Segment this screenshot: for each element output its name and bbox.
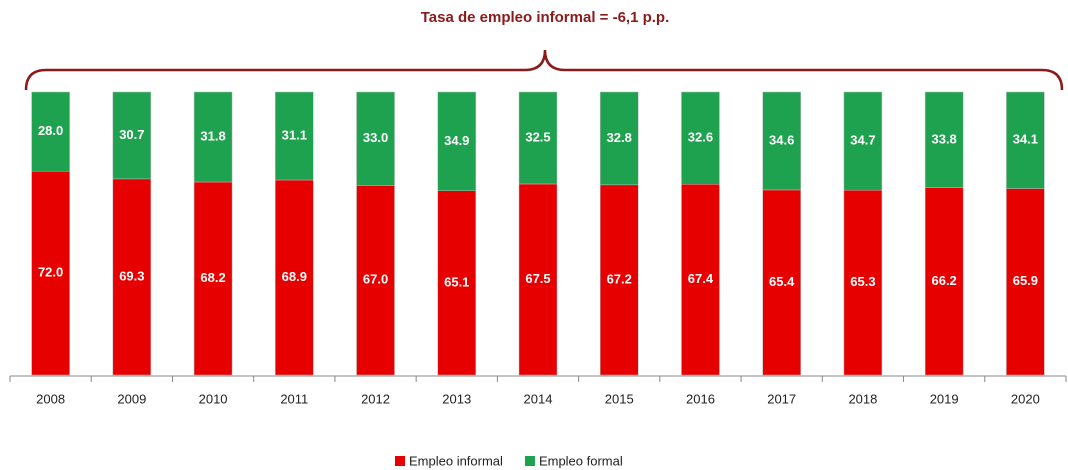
value-label: 34.1 (1013, 132, 1038, 147)
x-tick-label: 2019 (930, 391, 959, 406)
bar-segment (193, 181, 233, 376)
bar-segment (31, 91, 70, 172)
bar-segment (518, 91, 558, 185)
value-label: 67.5 (525, 271, 550, 286)
bar-segment (437, 91, 477, 192)
x-tick-label: 2008 (36, 391, 65, 406)
bar-segment (681, 91, 720, 185)
bar-segment (356, 185, 395, 376)
value-label: 65.4 (769, 274, 795, 289)
x-tick-label: 2009 (117, 391, 146, 406)
bar-segment (1006, 91, 1045, 189)
x-tick-label: 2016 (686, 391, 715, 406)
value-label: 31.8 (200, 128, 225, 143)
legend-label: Empleo formal (539, 453, 623, 468)
value-label: 67.4 (688, 271, 714, 286)
x-tick-label: 2011 (280, 391, 308, 406)
value-label: 34.6 (769, 132, 794, 147)
bar-segment (112, 178, 152, 376)
value-label: 32.5 (525, 129, 550, 144)
x-tick-label: 2017 (767, 391, 796, 406)
bar-segment (599, 184, 639, 376)
legend-swatch (524, 456, 535, 466)
x-tick-label: 2018 (848, 391, 877, 406)
bar-segment (843, 91, 883, 191)
bar-segment (924, 91, 964, 188)
value-label: 68.9 (282, 269, 307, 284)
value-label: 65.9 (1013, 273, 1038, 288)
annotation: Tasa de empleo informal = -6,1 p.p. (421, 9, 670, 26)
value-label: 72.0 (38, 265, 63, 280)
value-label: 32.6 (688, 130, 713, 145)
bar-segment (599, 91, 639, 186)
bar-segment (924, 187, 964, 376)
bar-segment (112, 91, 152, 180)
bar-segment (1006, 188, 1045, 376)
x-tick-label: 2015 (605, 391, 634, 406)
value-label: 34.9 (444, 133, 469, 148)
x-tick-label: 2012 (361, 391, 390, 406)
bar-segment (518, 183, 558, 376)
value-label: 33.8 (931, 131, 956, 146)
legend-label: Empleo informal (409, 453, 503, 468)
x-tick-label: 2010 (199, 391, 228, 406)
value-label: 69.3 (119, 268, 144, 283)
x-tick-label: 2013 (442, 391, 471, 406)
value-label: 31.1 (282, 127, 307, 142)
bar-segment (437, 190, 477, 376)
value-label: 68.2 (200, 270, 225, 285)
brace (24, 49, 1064, 91)
bar-segment (762, 91, 801, 191)
value-label: 30.7 (119, 127, 144, 142)
bar-segment (31, 170, 70, 376)
value-label: 34.7 (850, 133, 875, 148)
bar-segment (843, 189, 883, 376)
value-label: 65.3 (850, 274, 875, 289)
value-label: 32.8 (607, 130, 632, 145)
bar-segment (193, 91, 233, 183)
value-label: 67.0 (363, 272, 388, 287)
legend-swatch (395, 456, 405, 466)
bar-segment (762, 189, 801, 376)
value-label: 28.0 (38, 123, 63, 138)
bar-segment (681, 184, 720, 376)
bar-segment (356, 91, 395, 186)
value-label: 65.1 (444, 274, 469, 289)
value-label: 67.2 (607, 271, 632, 286)
value-label: 33.0 (363, 130, 388, 145)
bar-segment (275, 91, 314, 181)
value-label: 66.2 (931, 273, 956, 288)
x-tick-label: 2020 (1011, 391, 1040, 406)
x-tick-label: 2014 (524, 391, 553, 406)
